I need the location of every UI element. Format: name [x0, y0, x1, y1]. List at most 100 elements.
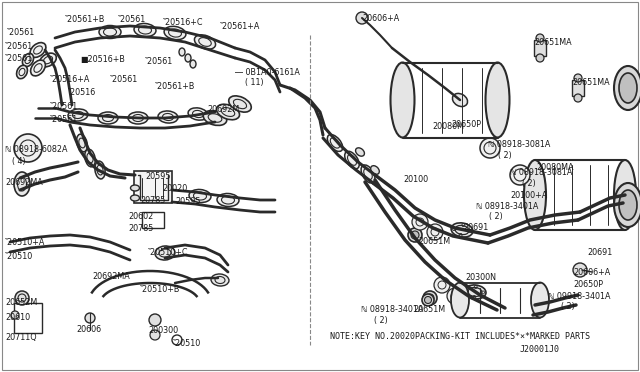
Ellipse shape: [217, 193, 239, 206]
Text: ( 2): ( 2): [489, 212, 503, 221]
Text: ℕ 08918-6082A: ℕ 08918-6082A: [5, 145, 67, 154]
Circle shape: [11, 311, 19, 319]
Text: ℕ 09918-3401A: ℕ 09918-3401A: [548, 292, 611, 301]
Ellipse shape: [327, 135, 342, 151]
Text: 20080M: 20080M: [432, 122, 464, 131]
Ellipse shape: [451, 282, 469, 317]
Text: 20606+A: 20606+A: [362, 14, 399, 23]
Text: ‶20561: ‶20561: [145, 57, 173, 66]
Circle shape: [510, 165, 530, 185]
Ellipse shape: [619, 190, 637, 220]
Text: ( 11): ( 11): [245, 78, 264, 87]
Circle shape: [149, 314, 161, 326]
Text: ‶20510+A: ‶20510+A: [5, 238, 45, 247]
Ellipse shape: [614, 160, 636, 230]
Ellipse shape: [524, 160, 546, 230]
Ellipse shape: [68, 109, 88, 121]
Text: 20650P: 20650P: [451, 120, 481, 129]
Text: 20300N: 20300N: [465, 273, 496, 282]
Ellipse shape: [22, 54, 33, 67]
Text: ‶20516+C: ‶20516+C: [163, 18, 204, 27]
Ellipse shape: [423, 291, 437, 305]
Ellipse shape: [17, 65, 28, 79]
Text: 20020: 20020: [162, 184, 188, 193]
Ellipse shape: [614, 183, 640, 227]
Ellipse shape: [30, 43, 46, 57]
Ellipse shape: [361, 165, 375, 183]
Circle shape: [574, 94, 582, 102]
Text: ‶20561+B: ‶20561+B: [155, 82, 195, 91]
Circle shape: [412, 214, 428, 230]
Ellipse shape: [185, 54, 191, 62]
Text: ℕ 08918-3401A: ℕ 08918-3401A: [476, 202, 538, 211]
Text: ‶20561: ‶20561: [118, 15, 147, 24]
Ellipse shape: [371, 166, 380, 174]
Text: 20606+A: 20606+A: [573, 268, 611, 277]
Ellipse shape: [531, 282, 549, 317]
Text: J20001J0: J20001J0: [520, 345, 560, 354]
Ellipse shape: [40, 53, 56, 67]
Text: ‶20561: ‶20561: [110, 75, 138, 84]
Text: 20651MA: 20651MA: [534, 38, 572, 47]
Ellipse shape: [77, 134, 88, 152]
Text: ‶20510: ‶20510: [173, 339, 201, 348]
Ellipse shape: [131, 195, 140, 201]
Ellipse shape: [134, 23, 156, 36]
Ellipse shape: [424, 296, 431, 304]
Text: ℕ 08918-3081A: ℕ 08918-3081A: [510, 168, 572, 177]
Ellipse shape: [211, 274, 229, 286]
Text: ‶20561+A: ‶20561+A: [220, 22, 260, 31]
Ellipse shape: [345, 151, 359, 169]
Text: 20606: 20606: [76, 325, 101, 334]
Text: 20692M: 20692M: [207, 105, 239, 114]
Bar: [572, 80, 584, 96]
Text: 20785: 20785: [140, 196, 165, 205]
Ellipse shape: [128, 112, 148, 124]
Circle shape: [447, 288, 463, 304]
Ellipse shape: [408, 228, 422, 242]
Circle shape: [150, 330, 160, 340]
Circle shape: [536, 54, 544, 62]
Text: ‶20516: ‶20516: [68, 88, 96, 97]
Text: ‶20516+A: ‶20516+A: [50, 75, 90, 84]
Ellipse shape: [155, 246, 175, 260]
Text: NOTE:KEY NO.20020PACKING-KIT INCLUDES*×*MARKED PARTS: NOTE:KEY NO.20020PACKING-KIT INCLUDES*×*…: [330, 332, 590, 341]
Text: 20692MA: 20692MA: [5, 178, 43, 187]
Text: ( 2): ( 2): [522, 179, 536, 188]
Circle shape: [15, 291, 29, 305]
Text: ‶20510: ‶20510: [5, 252, 33, 261]
Bar: [14, 303, 42, 333]
Text: 20651M: 20651M: [413, 305, 445, 314]
Circle shape: [434, 277, 450, 293]
Text: 20100: 20100: [403, 175, 428, 184]
Text: ‶20510+C: ‶20510+C: [148, 248, 189, 257]
Circle shape: [480, 138, 500, 158]
Text: ‶20561: ‶20561: [50, 115, 78, 124]
Text: ‶20561: ‶20561: [7, 28, 35, 37]
Circle shape: [14, 134, 42, 162]
Text: ‶20561+B: ‶20561+B: [65, 15, 106, 24]
Ellipse shape: [486, 62, 509, 138]
Text: 20652M: 20652M: [5, 298, 37, 307]
Text: ( 2): ( 2): [498, 151, 512, 160]
Ellipse shape: [131, 185, 140, 191]
Text: ℕ 08918-3401A: ℕ 08918-3401A: [361, 305, 424, 314]
Ellipse shape: [356, 148, 364, 156]
Text: 20785: 20785: [128, 224, 154, 233]
Text: ― 0B1A0-6161A: ― 0B1A0-6161A: [235, 68, 300, 77]
Ellipse shape: [390, 62, 415, 138]
Circle shape: [356, 12, 368, 24]
Text: ‶20561: ‶20561: [5, 42, 33, 51]
Ellipse shape: [14, 172, 30, 196]
Text: 20691: 20691: [463, 223, 488, 232]
Ellipse shape: [84, 149, 95, 167]
Ellipse shape: [189, 189, 211, 202]
Ellipse shape: [216, 104, 239, 120]
Ellipse shape: [190, 60, 196, 68]
Ellipse shape: [99, 26, 121, 38]
Ellipse shape: [204, 110, 227, 125]
Ellipse shape: [619, 73, 637, 103]
Ellipse shape: [614, 66, 640, 110]
Ellipse shape: [451, 223, 473, 237]
Ellipse shape: [228, 96, 252, 112]
